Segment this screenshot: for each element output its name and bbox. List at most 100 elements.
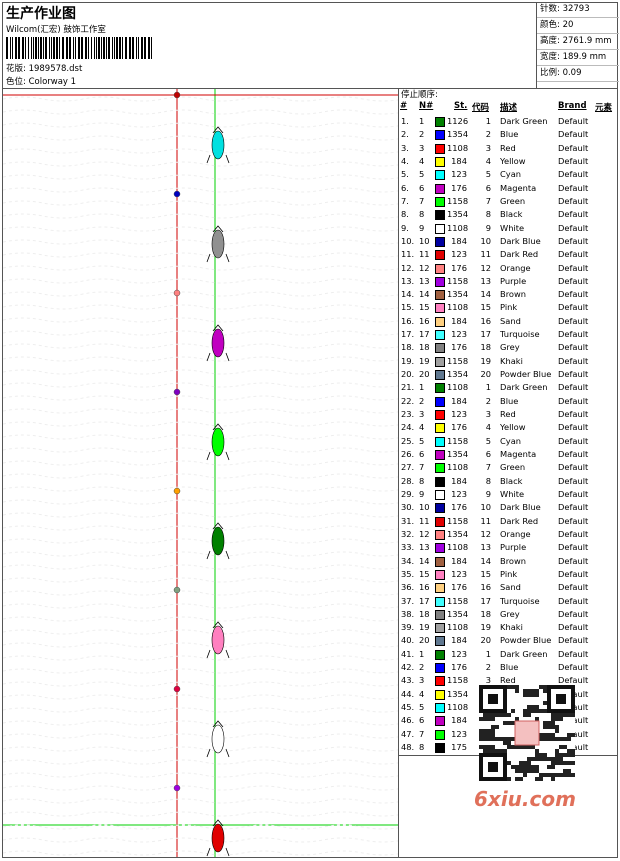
qr-cell	[551, 725, 555, 729]
description: Black	[500, 475, 523, 486]
brand: Default	[558, 648, 589, 659]
qr-cell	[523, 693, 527, 697]
code: 18	[480, 342, 491, 353]
description: Sand	[500, 315, 521, 326]
description: White	[500, 488, 525, 499]
description: Khaki	[500, 355, 523, 366]
barcode-bar	[31, 37, 32, 59]
qr-cell	[527, 765, 531, 769]
barcode-bar	[132, 37, 134, 59]
row-number: 18.	[401, 342, 415, 353]
qr-cell	[491, 733, 495, 737]
qr-cell	[531, 689, 535, 693]
description: Red	[500, 409, 516, 420]
row-number: 21.	[401, 382, 415, 393]
design-file: 花版: 1989578.dst	[6, 64, 83, 74]
qr-cell	[531, 693, 535, 697]
qr-cell	[543, 685, 547, 689]
fabric-pattern	[3, 642, 398, 648]
stitches: 1108	[447, 222, 469, 233]
qr-cell	[511, 721, 515, 725]
fabric-pattern	[3, 265, 398, 271]
fabric-pattern	[3, 278, 398, 284]
brand: Default	[558, 635, 589, 646]
qr-cell	[571, 733, 575, 737]
stitches: 184	[451, 315, 467, 326]
color-swatch	[435, 663, 445, 674]
fabric-pattern	[3, 551, 398, 557]
code: 17	[480, 595, 491, 606]
stitches: 123	[451, 728, 467, 739]
qr-cell	[479, 733, 483, 737]
needle: 14	[419, 289, 430, 300]
qr-cell	[551, 721, 555, 725]
qr-cell	[527, 693, 531, 697]
qr-cell	[551, 765, 555, 769]
barcode-bar	[66, 37, 68, 59]
qr-cell	[543, 737, 547, 741]
description: Dark Green	[500, 382, 548, 393]
qr-code	[479, 685, 575, 781]
table-row: 29. 9 123 9 White Default	[399, 488, 618, 501]
table-row: 6. 6 176 6 Magenta Default	[399, 182, 618, 195]
fabric-pattern	[3, 460, 398, 466]
qr-cell	[543, 757, 547, 761]
row-number: 9.	[401, 222, 409, 233]
row-number: 14.	[401, 289, 415, 300]
qr-finder	[556, 694, 566, 704]
motif-wing	[206, 621, 230, 659]
qr-cell	[503, 721, 507, 725]
needle: 7	[419, 195, 425, 206]
stitches: 1354	[447, 129, 469, 140]
brand: Default	[558, 329, 589, 340]
qr-cell	[559, 753, 563, 757]
stat: 宽度: 189.9 mm	[537, 50, 619, 66]
brand: Default	[558, 382, 589, 393]
table-row: 10. 10 184 10 Dark Blue Default	[399, 235, 618, 248]
barcode-bar	[94, 37, 95, 59]
qr-finder	[479, 685, 507, 713]
color-swatch	[435, 117, 445, 127]
brand: Default	[558, 302, 589, 313]
code: 2	[485, 395, 491, 406]
stitches: 1158	[447, 195, 469, 206]
qr-cell	[515, 689, 519, 693]
qr-cell	[551, 773, 555, 777]
color-swatch	[435, 356, 445, 367]
description: Dark Blue	[500, 235, 541, 246]
code: 18	[480, 608, 491, 619]
barcode-bar	[43, 37, 44, 59]
qr-cell	[523, 745, 527, 749]
code: 13	[480, 542, 491, 553]
qr-cell	[535, 693, 539, 697]
stitches: 176	[451, 182, 467, 193]
stitches: 184	[451, 715, 467, 726]
description: Cyan	[500, 169, 522, 180]
marker	[173, 190, 181, 198]
description: Pink	[500, 302, 518, 313]
divider	[398, 88, 399, 858]
barcode-bar	[114, 37, 115, 59]
description: Black	[500, 209, 523, 220]
fabric-pattern	[3, 447, 398, 453]
stitches: 176	[451, 502, 467, 513]
marker	[173, 289, 181, 297]
brand: Default	[558, 289, 589, 300]
code: 10	[480, 502, 491, 513]
code: 1	[485, 116, 491, 126]
qr-cell	[483, 713, 487, 717]
qr-cell	[523, 709, 527, 713]
barcode-bar	[28, 37, 29, 59]
brand: Default	[558, 182, 589, 193]
qr-cell	[487, 745, 491, 749]
code: 2	[485, 662, 491, 673]
needle: 7	[419, 728, 425, 739]
brand: Default	[558, 409, 589, 420]
qr-cell	[535, 689, 539, 693]
qr-cell	[511, 765, 515, 769]
qr-cell	[515, 769, 519, 773]
qr-cell	[495, 737, 499, 741]
row-number: 30.	[401, 502, 415, 513]
qr-cell	[543, 689, 547, 693]
